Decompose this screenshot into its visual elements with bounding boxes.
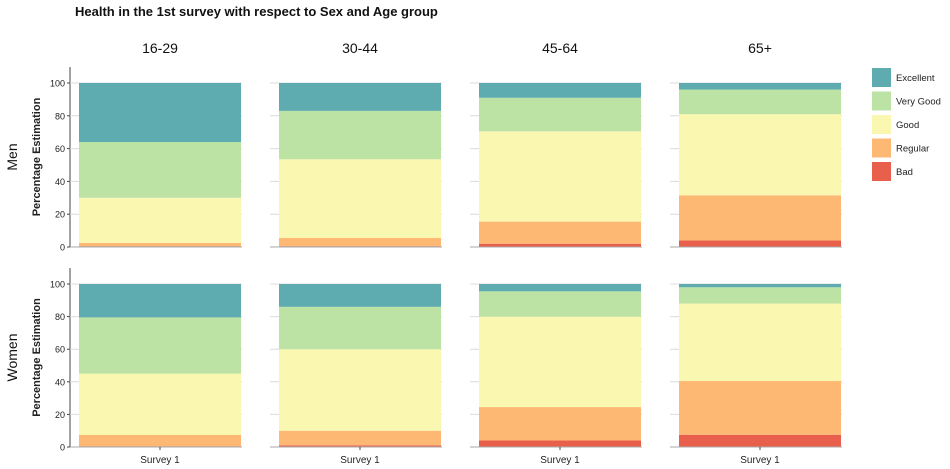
bar-segment-regular [279, 237, 441, 247]
bar-segment-excellent [479, 83, 641, 98]
column-header-65+: 65+ [748, 40, 772, 56]
column-header-16-29: 16-29 [142, 40, 178, 56]
panel-Men-45-64 [470, 82, 642, 248]
panel-Men-30-44 [270, 82, 442, 248]
bar-segment-very-good [79, 317, 241, 374]
panel-Women-30-44: Survey 1 [270, 283, 442, 466]
bar-segment-good [679, 114, 841, 196]
chart-title: Health in the 1st survey with respect to… [75, 4, 438, 19]
bar-segment-regular [479, 407, 641, 441]
bar-segment-very-good [79, 142, 241, 198]
bar-segment-excellent [479, 284, 641, 292]
legend-label: Very Good [896, 97, 941, 108]
bar-segment-excellent [679, 284, 841, 288]
bar-segment-good [679, 303, 841, 381]
x-tick-label: Survey 1 [340, 455, 380, 466]
panel-Women-16-29: Survey 1 [70, 283, 242, 466]
legend-label: Good [896, 120, 919, 131]
bar-segment-excellent [79, 83, 241, 143]
y-tick-label: 60 [55, 345, 65, 355]
y-tick-label: 0 [60, 243, 65, 253]
bar-segment-excellent [279, 284, 441, 307]
column-header-30-44: 30-44 [342, 40, 378, 56]
legend-label: Excellent [896, 73, 935, 84]
bar-segment-good [79, 373, 241, 435]
y-axis-title: Percentage Estimation [31, 97, 43, 216]
x-tick-label: Survey 1 [540, 455, 580, 466]
panel-Women-45-64: Survey 1 [470, 283, 642, 466]
legend-label: Regular [896, 144, 929, 155]
x-tick-label: Survey 1 [740, 455, 780, 466]
legend-item-excellent: Excellent [872, 68, 935, 87]
legend-item-very-good: Very Good [872, 91, 941, 111]
bar-segment-regular [479, 221, 641, 244]
bar-segment-good [79, 197, 241, 243]
bar-segment-bad [479, 440, 641, 447]
y-tick-label: 80 [55, 111, 65, 121]
legend-swatch [872, 162, 891, 181]
legend-item-regular: Regular [872, 138, 929, 158]
bar-segment-regular [79, 434, 241, 447]
column-header-45-64: 45-64 [542, 40, 578, 56]
x-tick-label: Survey 1 [140, 455, 180, 466]
bar-segment-very-good [479, 291, 641, 317]
bar-segment-excellent [679, 83, 841, 90]
bar-segment-regular [679, 195, 841, 241]
bar-segment-bad [279, 445, 441, 447]
y-tick-label: 60 [55, 144, 65, 154]
legend-swatch [872, 115, 891, 134]
bar-segment-very-good [679, 287, 841, 304]
panel-Women-65+: Survey 1 [670, 283, 842, 466]
bar-segment-bad [679, 240, 841, 247]
y-axis-title: Percentage Estimation [31, 298, 43, 417]
y-tick-label: 20 [55, 410, 65, 420]
bar-segment-excellent [279, 83, 441, 111]
bar-segment-very-good [479, 97, 641, 132]
bar-segment-good [479, 131, 641, 222]
row-label-Men: Men [4, 143, 20, 170]
row-label-Women: Women [4, 334, 20, 382]
legend: Excellent Very Good Good Regular Bad [872, 68, 941, 181]
bar-segment-bad [679, 434, 841, 447]
legend-swatch [872, 68, 891, 87]
y-tick-label: 20 [55, 210, 65, 220]
legend-item-bad: Bad [872, 162, 913, 181]
bar-segment-good [279, 159, 441, 238]
y-tick-label: 100 [50, 79, 65, 89]
panel-Men-16-29 [70, 82, 242, 248]
y-tick-label: 80 [55, 312, 65, 322]
bar-segment-bad [479, 243, 641, 247]
legend-label: Bad [896, 167, 913, 178]
bar-segment-very-good [279, 110, 441, 160]
bar-segment-good [479, 316, 641, 408]
y-tick-label: 40 [55, 377, 65, 387]
bar-segment-regular [279, 430, 441, 446]
y-tick-label: 0 [60, 443, 65, 453]
bar-segment-excellent [79, 284, 241, 318]
bar-segment-good [279, 349, 441, 431]
legend-swatch [872, 138, 891, 158]
bar-segment-very-good [279, 306, 441, 350]
bar-segment-regular [79, 242, 241, 247]
y-tick-label: 40 [55, 177, 65, 187]
bar-segment-very-good [679, 89, 841, 115]
bar-segment-regular [679, 380, 841, 435]
legend-swatch [872, 91, 891, 111]
panel-Men-65+ [670, 82, 842, 248]
legend-item-good: Good [872, 115, 919, 134]
y-tick-label: 100 [50, 280, 65, 290]
